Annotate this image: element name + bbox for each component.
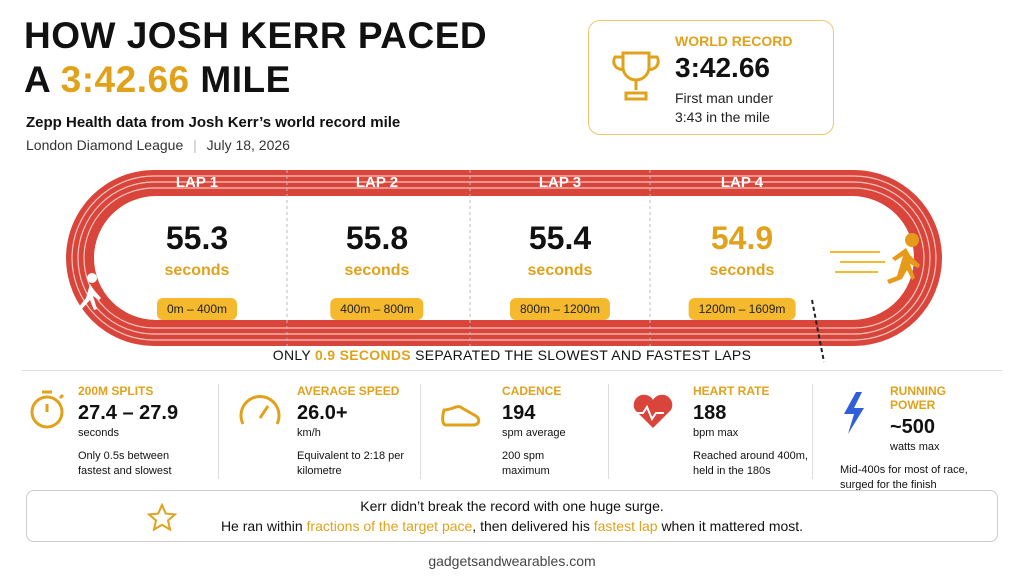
lap-label: LAP 3 <box>538 174 582 191</box>
callout-line: Kerr didn’t break the record with one hu… <box>360 498 664 514</box>
divider <box>420 384 421 479</box>
lap-label: LAP 1 <box>175 174 219 191</box>
stat-value: 194 <box>502 402 536 424</box>
stat: HEART RATE 188 bpm max Reached around 400m,… <box>693 384 833 479</box>
divider <box>608 384 609 479</box>
date: July 18, 2026 <box>206 137 290 153</box>
callout-text: , then delivered his <box>472 518 590 534</box>
lap-unit: seconds <box>344 262 410 279</box>
banner-text: ONLY <box>272 347 311 363</box>
stat-value: 27.4 – 27.9 <box>78 402 179 424</box>
note-line: First man under <box>675 90 774 106</box>
stat-label: 200M SPLITS <box>78 384 154 398</box>
record-box: WORLD RECORD 3:42.66 First man under 3:43… <box>588 20 834 135</box>
stat-icons <box>30 390 864 434</box>
record-label: WORLD RECORD <box>675 33 793 49</box>
stat: AVERAGE SPEED 26.0+ km/h Equivalent to 2:18… <box>297 384 437 479</box>
stat-note: Only 0.5s between fastest and slowest <box>78 450 172 477</box>
stat-value: 26.0+ <box>297 402 348 424</box>
lap-range: 400m – 800m <box>330 298 424 320</box>
stat-unit: bpm max <box>693 427 739 439</box>
banner-highlight: 0.9 SECONDS <box>315 347 411 363</box>
stat-note: 200 spm maximum <box>502 450 550 477</box>
stat-value: ~500 <box>890 416 936 438</box>
stat-value: 188 <box>693 402 727 424</box>
title-highlight: 3:42.66 <box>60 59 190 100</box>
separator <box>22 370 1002 371</box>
title-text: A <box>24 59 50 100</box>
banner-text: SEPARATED THE SLOWEST AND FASTEST LAPS <box>415 347 752 363</box>
title-line: HOW JOSH KERR PACED <box>24 15 488 56</box>
stat-note: Reached around 400m, held in the 180s <box>693 450 808 477</box>
lap-range: 800m – 1200m <box>509 298 611 320</box>
lap-time: 55.3 <box>165 220 229 256</box>
lap-time: 54.9 <box>710 220 774 256</box>
title-text: MILE <box>200 59 291 100</box>
stat-unit: spm average <box>502 427 566 439</box>
lap-unit: seconds <box>164 262 230 279</box>
stat-label: HEART RATE <box>693 384 770 398</box>
stat-label: CADENCE <box>502 384 562 398</box>
divider <box>218 384 219 479</box>
stat-unit: km/h <box>297 427 321 439</box>
callout-text: when it mattered most. <box>661 518 804 534</box>
record-time: 3:42.66 <box>675 52 770 83</box>
footer: gadgetsandwearables.com <box>428 553 596 569</box>
stat: CADENCE 194 spm average 200 spm maximum <box>502 384 642 479</box>
lap-label: LAP 2 <box>355 174 399 191</box>
stat-note: Equivalent to 2:18 per kilometre <box>297 450 405 477</box>
title-line: A 3:42.66 MILE <box>24 58 487 102</box>
trophy-icon <box>612 51 660 101</box>
callout-highlight: fastest lap <box>593 518 658 534</box>
callout-text: He ran within <box>220 518 303 534</box>
callout-box: Kerr didn’t break the record with one hu… <box>26 490 998 542</box>
lap-range: 0m – 400m <box>156 298 238 320</box>
lap-range: 1200m – 1609m <box>688 298 796 320</box>
divider <box>812 384 813 479</box>
banner: ONLY 0.9 SECONDS SEPARATED THE SLOWEST A… <box>0 347 1024 363</box>
record-note: First man under 3:43 in the mile <box>675 89 773 127</box>
event-line: London Diamond League | July 18, 2026 <box>26 137 290 153</box>
callout-highlight: fractions of the target pace <box>306 518 473 534</box>
stat-note: Mid-400s for most of race, surged for th… <box>840 464 968 491</box>
star-icon <box>147 503 177 531</box>
stat-label: RUNNING POWER <box>890 384 946 412</box>
stat-unit: seconds <box>78 427 119 439</box>
lap-unit: seconds <box>709 262 775 279</box>
stat: 200M SPLITS 27.4 – 27.9 seconds Only 0.5s b… <box>78 384 218 479</box>
lap-time: 55.4 <box>528 220 592 256</box>
stat-label: AVERAGE SPEED <box>297 384 400 398</box>
lap-time: 55.8 <box>345 220 409 256</box>
title: HOW JOSH KERR PACED A 3:42.66 MILE <box>24 14 487 102</box>
note-line: 3:43 in the mile <box>675 109 770 125</box>
callout-line: He ran within fractions of the target pa… <box>27 518 997 534</box>
stat-unit: watts max <box>890 441 940 453</box>
stat: RUNNING POWER ~500 watts max Mid-400s for m… <box>840 384 990 493</box>
event: London Diamond League <box>26 137 184 153</box>
lap-label: LAP 4 <box>720 174 764 191</box>
subtitle: Zepp Health data from Josh Kerr’s world … <box>26 114 401 131</box>
lap-unit: seconds <box>527 262 593 279</box>
